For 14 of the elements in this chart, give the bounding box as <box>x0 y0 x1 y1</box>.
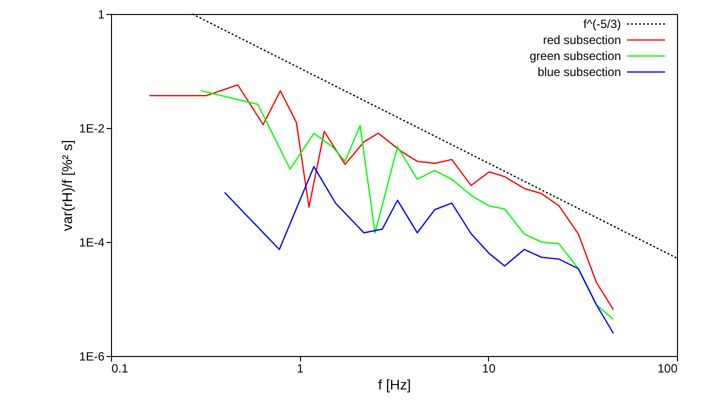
x-axis-title: f [Hz] <box>378 376 411 392</box>
y-tick-label: 1E-6 <box>79 350 105 364</box>
legend-label: f^(-5/3) <box>583 17 621 31</box>
legend-label: blue subsection <box>538 65 621 79</box>
x-tick-label: 1 <box>296 362 304 376</box>
y-tick-label: 1 <box>98 8 105 22</box>
x-tick-label: 0.1 <box>112 362 129 376</box>
y-tick-label: 1E-4 <box>79 236 105 250</box>
x-tick-label: 10 <box>482 362 496 376</box>
legend-label: green subsection <box>530 49 621 63</box>
y-tick-label: 1E-2 <box>79 122 105 136</box>
x-tick-label: 100 <box>657 362 678 376</box>
legend-label: red subsection <box>542 33 621 47</box>
y-axis-title: var(rH)/f [%² s] <box>59 140 76 231</box>
